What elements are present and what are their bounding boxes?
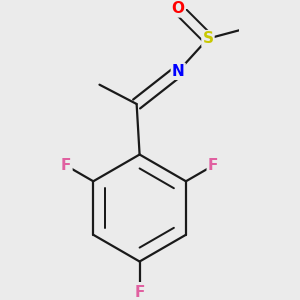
- Text: F: F: [208, 158, 218, 173]
- Text: N: N: [172, 64, 184, 79]
- Text: S: S: [202, 31, 214, 46]
- Text: F: F: [134, 285, 145, 300]
- Text: F: F: [61, 158, 71, 173]
- Text: O: O: [172, 2, 185, 16]
